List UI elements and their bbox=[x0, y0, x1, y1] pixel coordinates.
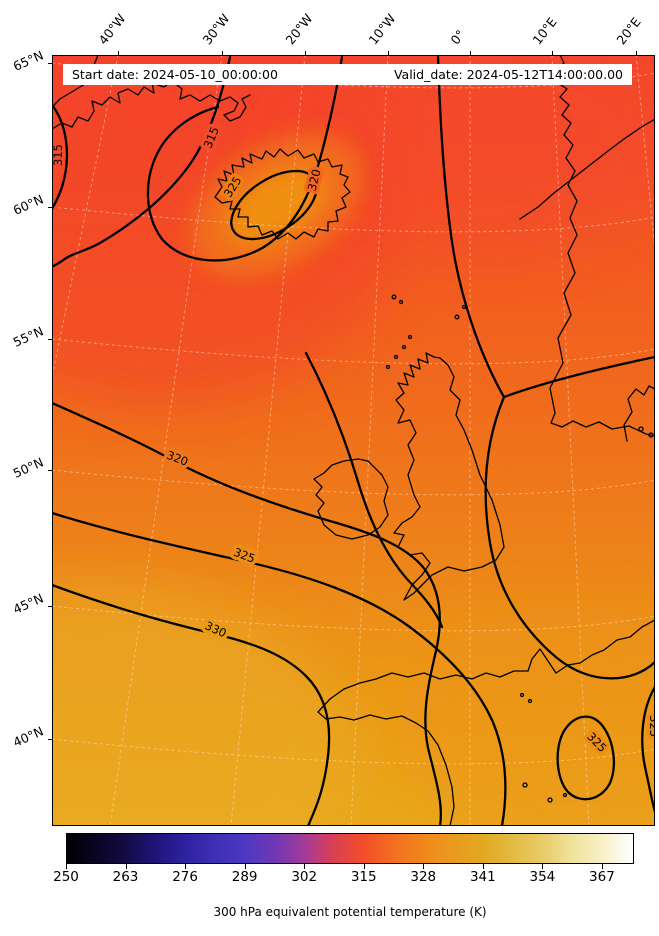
colorbar-tick bbox=[66, 864, 67, 869]
x-tick bbox=[222, 51, 223, 55]
coastlines bbox=[52, 55, 655, 826]
temperature-field bbox=[52, 55, 655, 826]
map-canvas: 315 315 320 325 320 325 330 325 325 bbox=[52, 55, 655, 826]
x-tick bbox=[470, 51, 471, 55]
colorbar-tick-label: 263 bbox=[112, 869, 139, 885]
colorbar-tick bbox=[482, 864, 484, 869]
colorbar-tick-label: 289 bbox=[231, 869, 258, 885]
valid-date-text: Valid_date: 2024-05-12T14:00:00.00 bbox=[393, 67, 623, 82]
y-tick bbox=[48, 207, 52, 208]
x-tick bbox=[305, 51, 306, 55]
colorbar-tick bbox=[423, 864, 425, 869]
colorbar-tick-label: 315 bbox=[350, 869, 377, 885]
y-axis-label-50n: 50°N bbox=[10, 454, 46, 481]
y-tick bbox=[48, 470, 52, 471]
contour-lines bbox=[52, 55, 655, 826]
y-tick bbox=[48, 63, 52, 64]
x-axis-label-0: 0° bbox=[447, 26, 468, 48]
y-tick bbox=[48, 339, 52, 340]
y-tick bbox=[48, 606, 52, 607]
colorbar-tick-label: 250 bbox=[53, 869, 79, 885]
x-axis-label-20w: 20°W bbox=[282, 10, 316, 48]
colorbar-tick bbox=[244, 864, 246, 869]
x-axis-label-30w: 30°W bbox=[199, 10, 233, 48]
colorbar-tick-label: 354 bbox=[529, 869, 556, 885]
colorbar-tick bbox=[601, 864, 603, 869]
y-axis-label-65n: 65°N bbox=[10, 47, 46, 74]
x-axis-label-10w: 10°W bbox=[365, 10, 399, 48]
x-tick bbox=[118, 51, 119, 55]
y-tick bbox=[48, 739, 52, 740]
y-axis-label-45n: 45°N bbox=[10, 590, 46, 617]
colorbar-ticks bbox=[66, 864, 634, 869]
colorbar-tick-labels: 250 263 276 289 302 315 328 341 354 367 bbox=[53, 869, 634, 886]
colorbar-tick-label: 302 bbox=[291, 869, 318, 885]
colorbar-tick bbox=[125, 864, 127, 869]
y-axis-label-60n: 60°N bbox=[10, 191, 46, 218]
x-axis-label-10e: 10°E bbox=[529, 14, 560, 48]
colorbar-tick-label: 276 bbox=[172, 869, 198, 885]
colorbar-tick bbox=[185, 864, 187, 869]
y-axis-label-40n: 40°N bbox=[10, 723, 46, 750]
contour-label-315: 315 bbox=[52, 144, 65, 166]
colorbar-tick-label: 328 bbox=[410, 869, 437, 885]
x-axis-label-40w: 40°W bbox=[95, 10, 129, 48]
colorbar-tick bbox=[363, 864, 365, 869]
y-axis-label-55n: 55°N bbox=[10, 323, 46, 350]
colorbar-caption: 300 hPa equivalent potential temperature… bbox=[213, 905, 487, 919]
colorbar-tick-label: 341 bbox=[469, 869, 496, 885]
map-frame bbox=[52, 55, 655, 826]
date-header-bar: Start date: 2024-05-10_00:00:00 Valid_da… bbox=[63, 64, 632, 85]
x-tick bbox=[636, 51, 637, 55]
colorbar-tick bbox=[542, 864, 544, 869]
x-axis-label-20e: 20°E bbox=[613, 14, 644, 48]
x-tick bbox=[388, 51, 389, 55]
colorbar-tick-label: 367 bbox=[589, 869, 615, 885]
map-svg: 315 315 320 325 320 325 330 325 325 bbox=[52, 55, 655, 826]
contour-label-325: 325 bbox=[647, 715, 655, 737]
x-tick bbox=[552, 51, 553, 55]
start-date-text: Start date: 2024-05-10_00:00:00 bbox=[72, 67, 278, 82]
colorbar-tick bbox=[304, 864, 306, 869]
colorbar bbox=[66, 833, 634, 864]
